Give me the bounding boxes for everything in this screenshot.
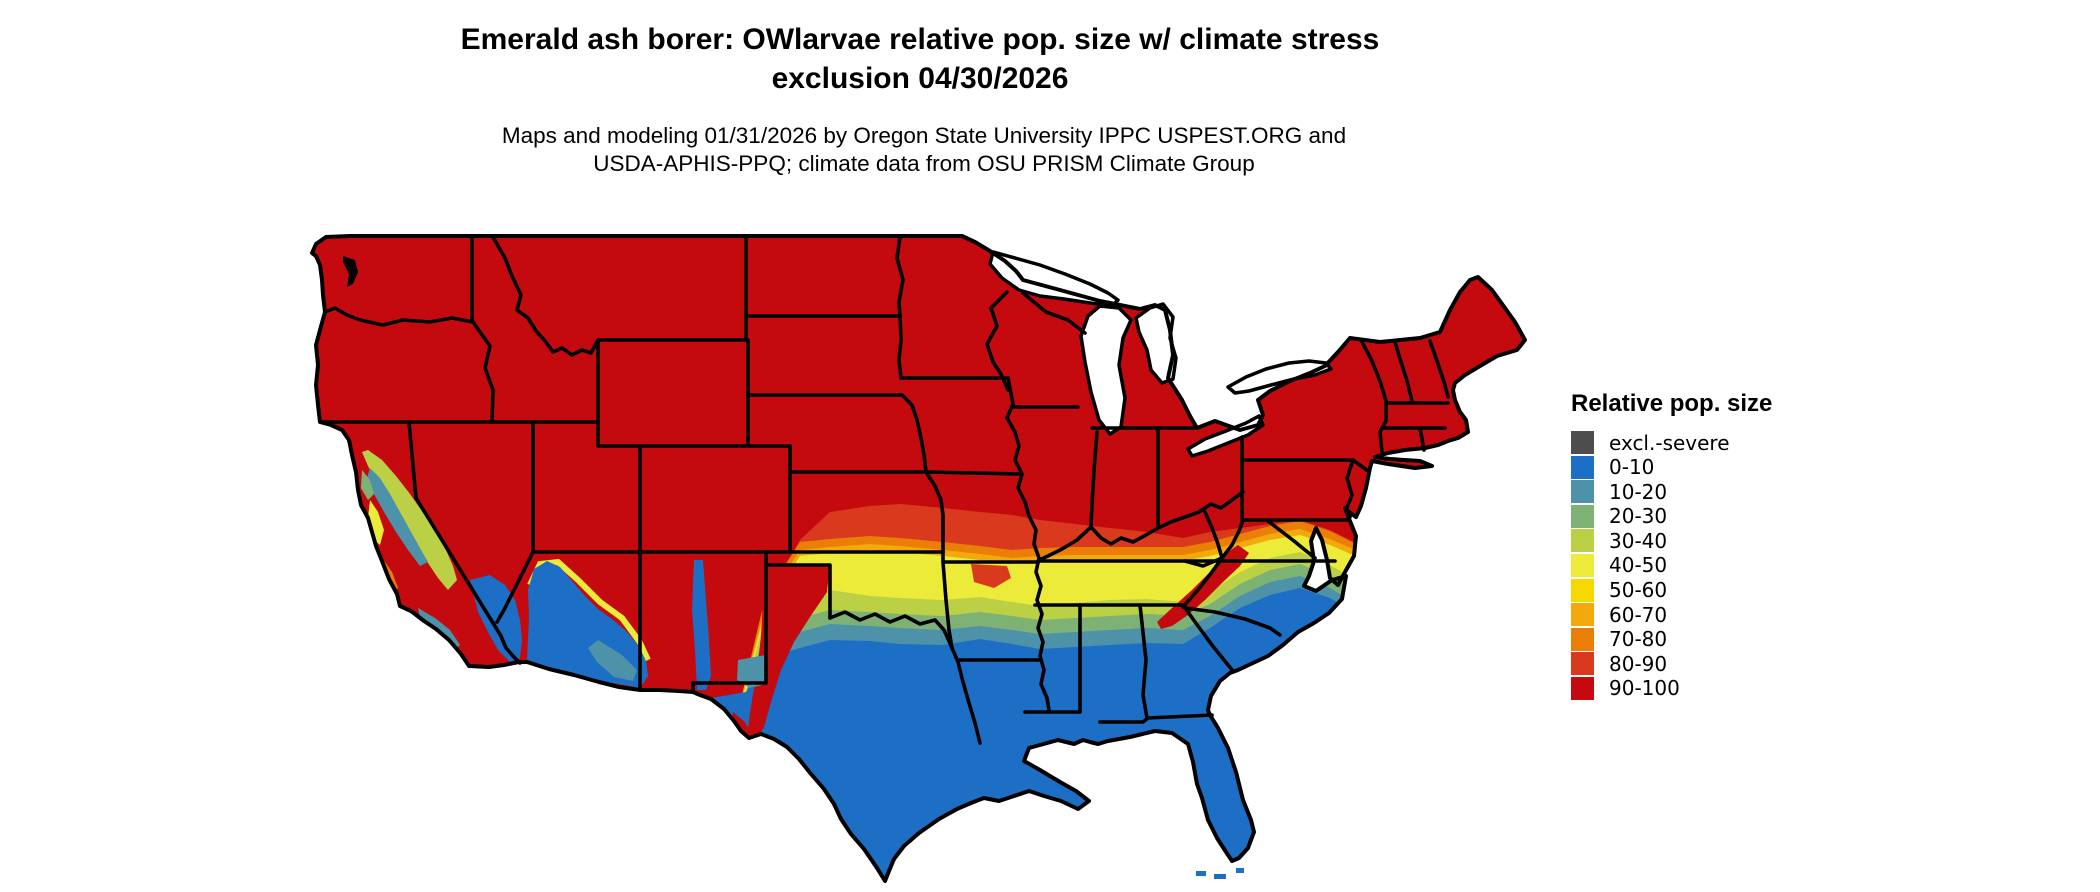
legend-color-swatch xyxy=(1571,603,1594,627)
patch-pecos-teal xyxy=(737,655,766,688)
legend-item-label: 80-90 xyxy=(1609,651,1668,676)
legend-item-label: 70-80 xyxy=(1609,627,1668,652)
patch-rio-grande-blue xyxy=(692,560,711,690)
legend-item-label: 10-20 xyxy=(1609,479,1668,504)
legend-item: 80-90 xyxy=(1571,651,1772,676)
legend-item-label: 90-100 xyxy=(1609,676,1680,701)
lake-erie xyxy=(1186,414,1265,458)
page-subtitle-line2: USDA-APHIS-PPQ; climate data from OSU PR… xyxy=(593,151,1255,176)
legend-color-swatch xyxy=(1571,431,1594,454)
page-title-line2: exclusion 04/30/2026 xyxy=(771,62,1069,95)
page-title-line1: Emerald ash borer: OWlarvae relative pop… xyxy=(460,23,1380,56)
legend-color-swatch xyxy=(1571,504,1594,528)
florida-keys xyxy=(1196,868,1244,879)
legend-color-swatch xyxy=(1571,455,1594,479)
legend-item: 30-40 xyxy=(1571,528,1772,553)
legend-item: 10-20 xyxy=(1571,479,1772,504)
patch-appalachian-ridge-red xyxy=(1157,545,1249,629)
legend-item-label: 20-30 xyxy=(1609,504,1668,529)
legend-item: 50-60 xyxy=(1571,578,1772,603)
lake-ontario xyxy=(1226,359,1333,395)
legend-item: 70-80 xyxy=(1571,627,1772,652)
legend-item-label: 30-40 xyxy=(1609,528,1668,553)
state-borders xyxy=(318,234,1450,745)
figure-header: Emerald ash borer: OWlarvae relative pop… xyxy=(0,20,1840,98)
legend-item: 60-70 xyxy=(1571,602,1772,627)
patch-arizona-teal xyxy=(588,640,637,681)
legend-item: excl.-severe xyxy=(1571,430,1772,455)
patch-california-sierra xyxy=(362,450,457,590)
lake-michigan xyxy=(1079,304,1133,436)
patch-california-coast-green xyxy=(361,470,374,500)
legend-item: 40-50 xyxy=(1571,553,1772,578)
legend-items: excl.-severe 0-10 10-20 20-30 30-40 40-5… xyxy=(1571,431,1772,700)
legend-color-swatch xyxy=(1571,676,1594,700)
legend-item-label: 50-60 xyxy=(1609,578,1668,603)
figure-subheader: Maps and modeling 01/31/2026 by Oregon S… xyxy=(0,122,1848,178)
patch-central-valley xyxy=(367,468,428,566)
legend-item: 0-10 xyxy=(1571,455,1772,480)
legend-item-label: 0-10 xyxy=(1609,455,1655,480)
legend-color-swatch xyxy=(1571,529,1594,553)
legend: Relative pop. size excl.-severe 0-10 10-… xyxy=(1571,390,1772,702)
legend-item: 20-30 xyxy=(1571,504,1772,529)
legend-item-label: 60-70 xyxy=(1609,602,1668,627)
us-outline xyxy=(310,234,1527,883)
page-subtitle-line1: Maps and modeling 01/31/2026 by Oregon S… xyxy=(501,123,1347,148)
patch-ouachita-orange xyxy=(971,564,1011,588)
legend-item: 90-100 xyxy=(1571,676,1772,701)
legend-color-swatch xyxy=(1571,480,1594,504)
legend-title: Relative pop. size xyxy=(1571,390,1773,417)
puget-sound-detail xyxy=(343,256,358,287)
legend-color-swatch xyxy=(1571,578,1594,602)
legend-item-label: excl.-severe xyxy=(1609,430,1730,455)
lake-huron xyxy=(1134,302,1178,385)
legend-color-swatch xyxy=(1571,652,1594,676)
great-lakes xyxy=(988,250,1333,458)
legend-color-swatch xyxy=(1571,627,1594,651)
legend-color-swatch xyxy=(1571,553,1594,577)
legend-item-label: 40-50 xyxy=(1609,553,1668,578)
